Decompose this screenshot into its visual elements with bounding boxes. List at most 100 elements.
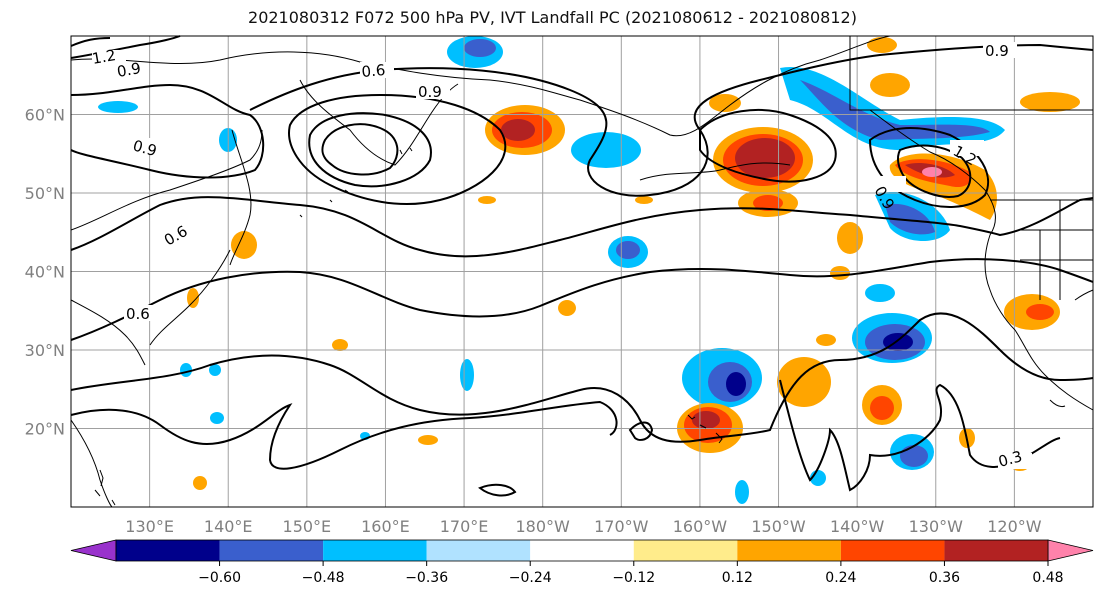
pos-anomaly-blob <box>193 476 207 490</box>
colorbar-segment <box>737 540 841 561</box>
longitude-tick-label: 140°W <box>830 517 885 536</box>
asia-coastline <box>70 129 263 231</box>
neg-anomaly-blob <box>616 241 640 259</box>
colorbar-tick-label: −0.36 <box>405 570 448 586</box>
alaska-coastline <box>639 162 791 181</box>
arctic-coastline <box>70 35 891 137</box>
coastlines <box>70 35 1094 508</box>
colorbar-tick-label: 0.12 <box>722 570 753 586</box>
contour-labels: 1.2 0.9 0.6 0.9 0.9 0.6 0.6 0.9 0.9 1.2 … <box>91 42 1032 471</box>
map-title: 2021080312 F072 500 hPa PV, IVT Landfall… <box>248 8 857 27</box>
pv-contour <box>896 144 972 198</box>
kamchatka-coastline <box>299 79 459 166</box>
neg-anomaly-blob <box>571 132 641 168</box>
korea-china-coastline <box>70 299 146 366</box>
pos-anomaly-blob <box>816 334 836 346</box>
longitude-tick-label: 160°E <box>361 517 410 536</box>
pos-anomaly-blob <box>777 357 831 407</box>
colorbar-segment <box>840 540 945 561</box>
pv-contours <box>70 35 1094 497</box>
neg-anomaly-blob <box>885 203 935 235</box>
contour-label: 0.3 <box>996 447 1024 471</box>
pos-anomaly-blob <box>231 231 257 259</box>
colorbar-tick-label: 0.48 <box>1032 570 1063 586</box>
latitude-tick-label: 60°N <box>25 106 65 125</box>
pos-anomaly-blob <box>870 396 894 420</box>
pv-contour <box>628 421 654 441</box>
neg-anomaly-blob <box>800 80 990 140</box>
pos-anomaly-blob <box>735 138 795 178</box>
aleutian-islands <box>299 147 413 218</box>
pos-anomaly-blob <box>837 222 863 254</box>
contour-label: 0.9 <box>131 136 159 160</box>
colorbar-segment <box>426 540 531 561</box>
colorbar-frame <box>115 539 1049 562</box>
pv-contour <box>70 312 1094 443</box>
pv-contour <box>70 400 618 470</box>
longitude-tick-label: 140°E <box>204 517 253 536</box>
map-panel: 1.2 0.9 0.6 0.9 0.9 0.6 0.6 0.9 0.9 1.2 … <box>70 35 1094 508</box>
neg-anomaly-blob <box>460 359 474 391</box>
pos-anomaly-blob <box>867 37 897 53</box>
neg-anomaly-blob <box>865 284 895 302</box>
pos-anomaly-blob <box>709 94 741 112</box>
pv-contour <box>70 83 265 179</box>
longitude-tick-label: 120°W <box>987 517 1042 536</box>
pos-anomaly-blob <box>753 195 783 211</box>
neg-anomaly-blob <box>735 480 749 504</box>
colorbar-tick-label: 0.24 <box>825 570 856 586</box>
philippines-islands <box>94 469 116 506</box>
neg-anomaly-blob <box>210 412 224 424</box>
neg-anomaly-blob <box>180 363 192 377</box>
pv-contour <box>249 43 1094 197</box>
us-state-borders <box>1020 200 1093 300</box>
neg-anomaly-blob <box>726 372 746 396</box>
mexico-coastline <box>1049 289 1094 408</box>
pos-anomaly-blob <box>830 266 850 280</box>
pv-contour <box>70 258 1094 341</box>
na-west-coastline <box>869 109 1094 411</box>
pv-contour <box>779 379 1061 492</box>
canada-border <box>849 36 1093 111</box>
longitude-tick-label: 160°W <box>673 517 728 536</box>
longitude-tick-label: 150°E <box>283 517 332 536</box>
colorbar-segment <box>219 540 324 561</box>
map-border <box>70 35 1094 508</box>
sakhalin-coastline <box>229 129 252 266</box>
pv-contour <box>288 93 507 206</box>
pos-anomaly-blob <box>558 300 576 316</box>
contour-label: 0.6 <box>361 61 386 81</box>
colorbar: −0.60 −0.48 −0.36 −0.24 −0.12 0.12 0.24 0.36 0.4… <box>70 539 1094 586</box>
longitude-tick-label: 180°W <box>516 517 571 536</box>
pos-anomaly-blob <box>332 339 348 351</box>
colorbar-extend-low <box>70 539 117 562</box>
latitude-tick-label: 20°N <box>25 420 65 439</box>
pv-contour <box>321 123 399 176</box>
colorbar-segment <box>116 540 220 561</box>
colorbar-tick-label: 0.36 <box>929 570 960 586</box>
contour-label: 0.9 <box>418 83 442 101</box>
colorbar-extend-high <box>1047 539 1094 562</box>
colorbar-segment <box>530 540 634 561</box>
pv-contour <box>70 196 1094 258</box>
hawaii-islands <box>687 414 723 444</box>
pv-contour <box>308 112 432 188</box>
longitude-tick-label: 130°W <box>909 517 964 536</box>
colorbar-tick-label: −0.24 <box>509 570 552 586</box>
colorbar-tick-label: −0.48 <box>302 570 345 586</box>
pv-contour <box>699 109 837 183</box>
longitude-tick-label: 170°E <box>440 517 489 536</box>
pos-anomaly-blob <box>501 119 535 141</box>
pos-anomaly-blob <box>1026 304 1054 320</box>
latitude-labels: 20°N 30°N 40°N 50°N 60°N <box>25 106 65 439</box>
pos-anomaly-blob <box>922 167 942 177</box>
pv-contour <box>70 35 181 59</box>
longitude-tick-label: 150°W <box>751 517 806 536</box>
colorbar-segment <box>323 540 427 561</box>
pv-contour <box>478 483 517 497</box>
neg-anomaly-blob <box>98 101 138 113</box>
pos-anomaly-blob <box>478 196 496 204</box>
pos-anomaly-blob <box>870 73 910 97</box>
asia-south-coastline <box>70 419 113 508</box>
